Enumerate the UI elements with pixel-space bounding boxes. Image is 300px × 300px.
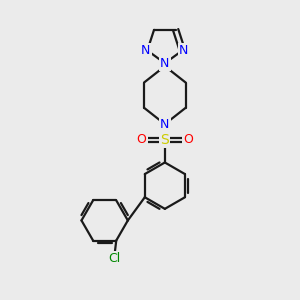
Text: N: N	[179, 44, 189, 57]
Text: N: N	[160, 118, 170, 130]
Text: S: S	[160, 133, 169, 147]
Text: N: N	[141, 44, 151, 57]
Text: O: O	[137, 133, 147, 146]
Text: Cl: Cl	[109, 252, 121, 266]
Text: O: O	[183, 133, 193, 146]
Text: N: N	[160, 57, 170, 70]
